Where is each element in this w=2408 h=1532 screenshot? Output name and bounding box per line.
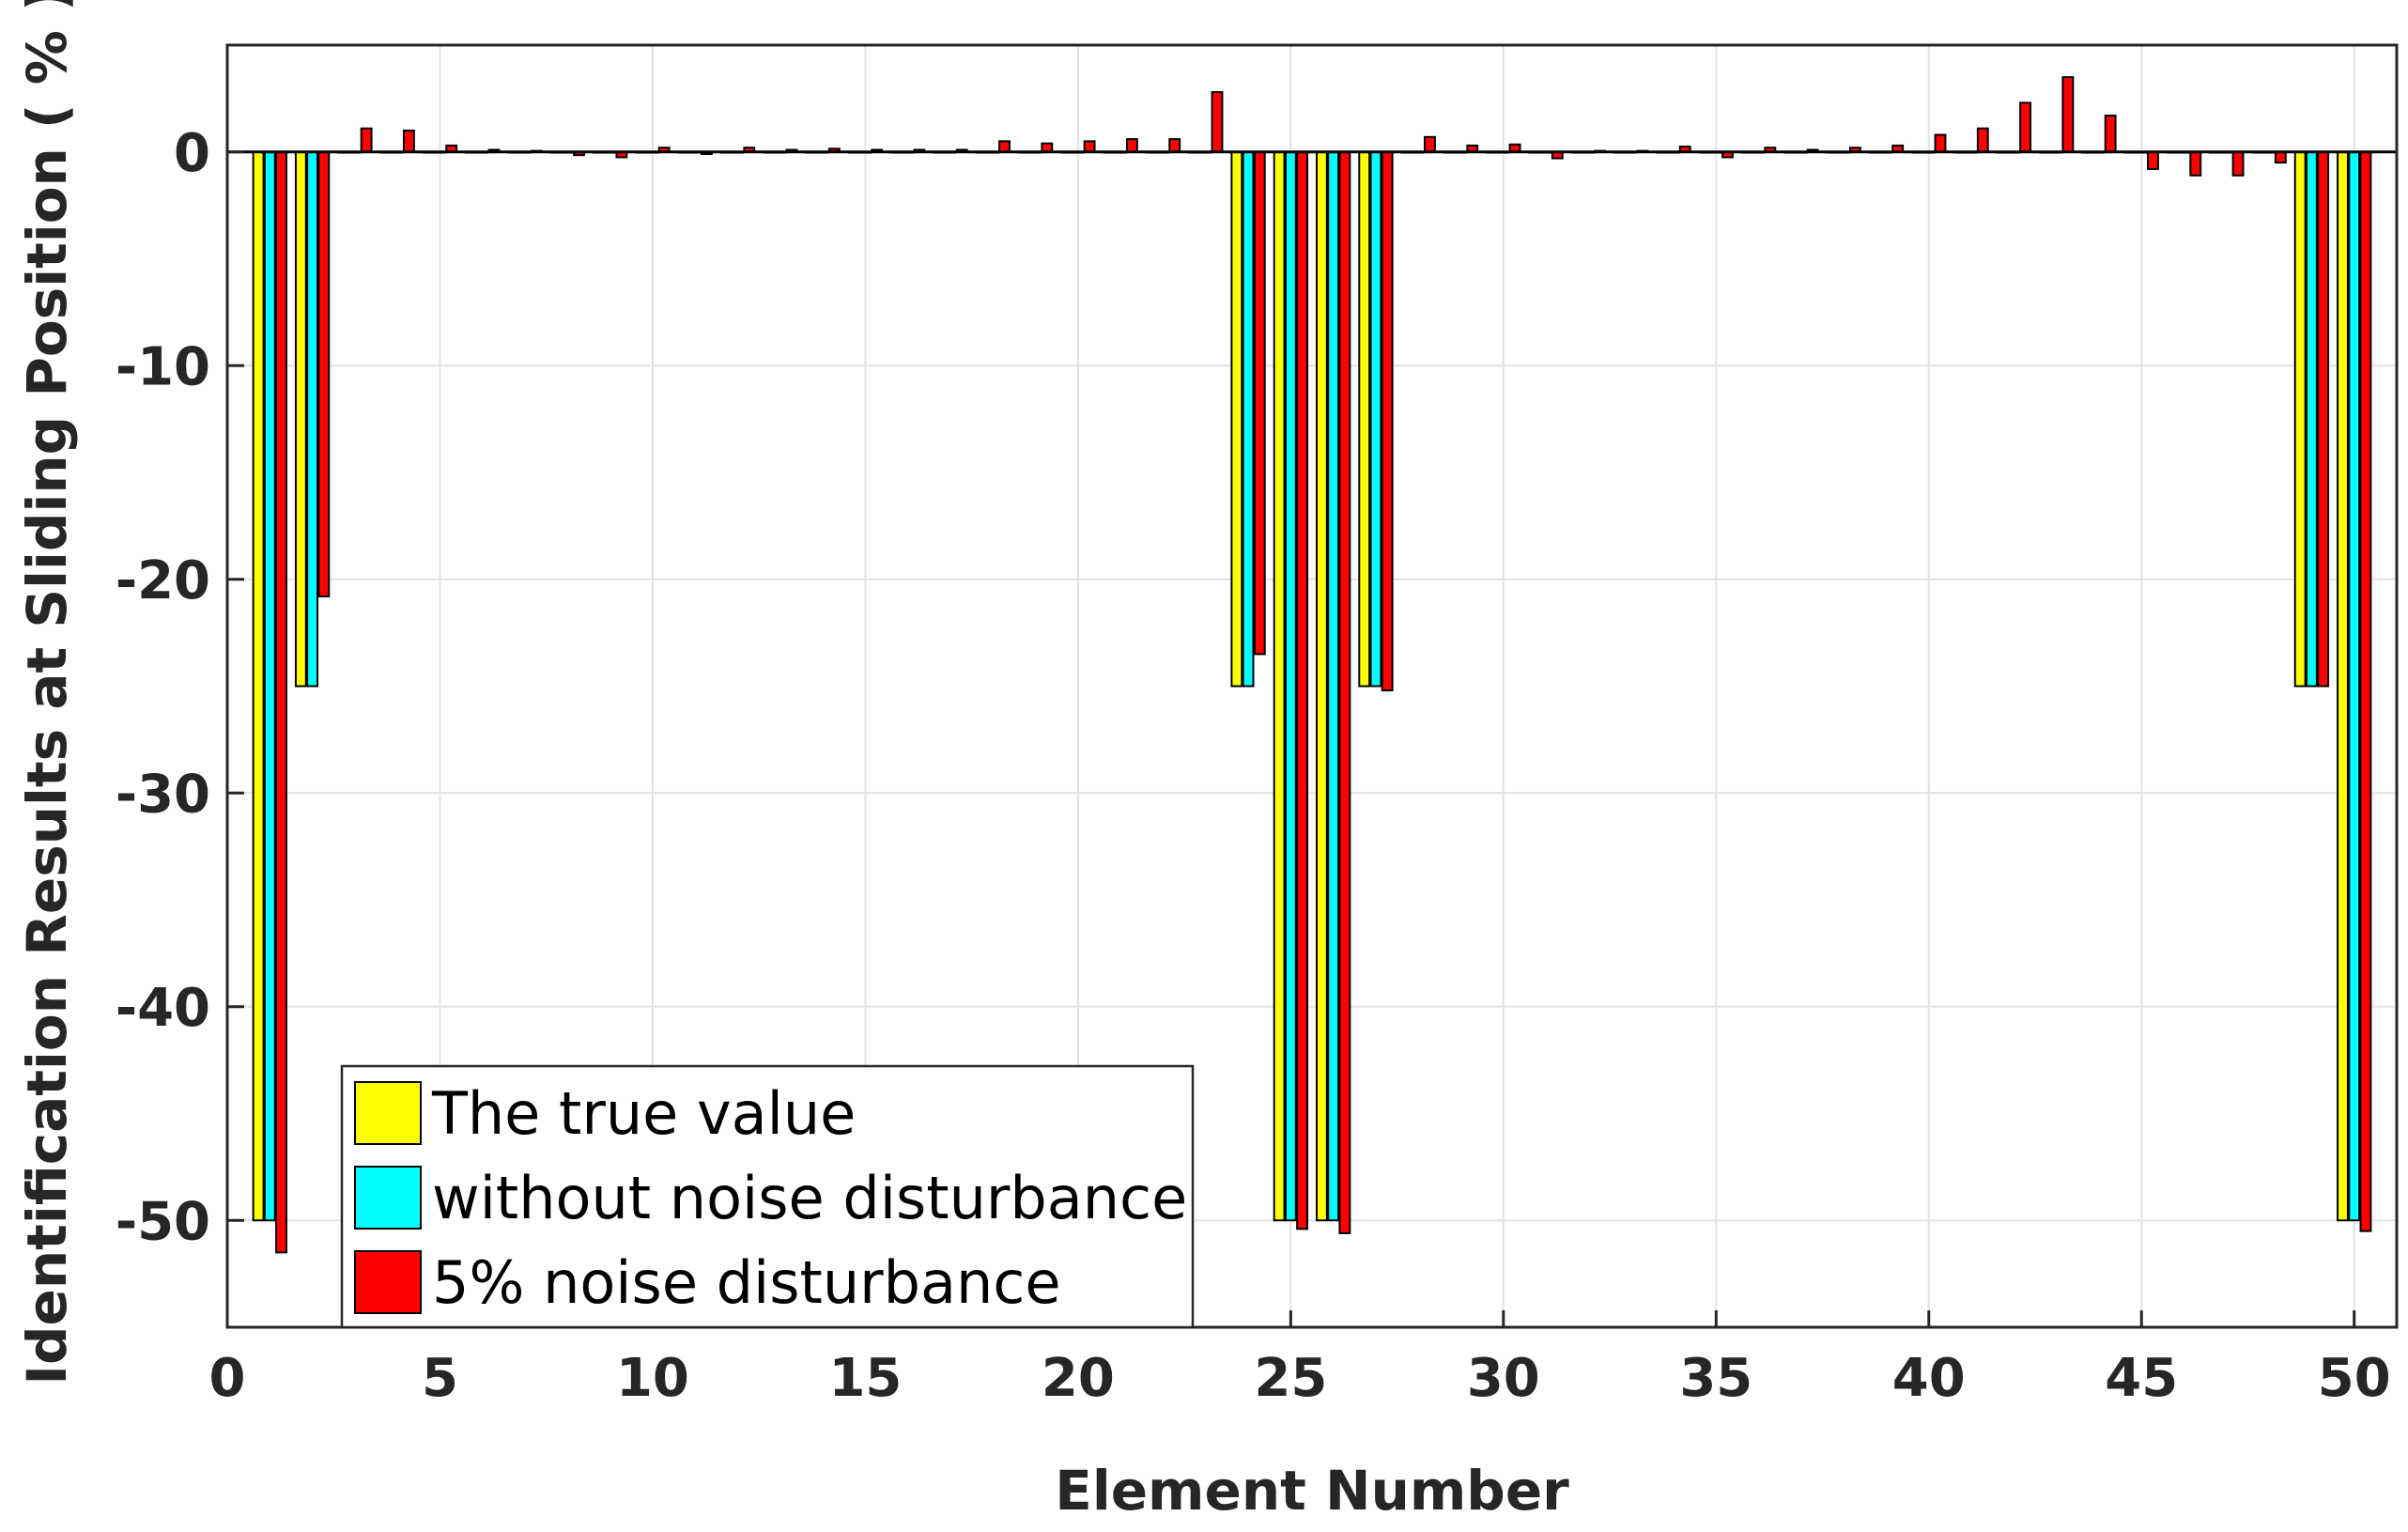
bar-5pct-noise-element-20 [1083, 140, 1096, 153]
bar-true-value-element-2 [294, 150, 307, 688]
bar-5pct-noise-element-47 [2231, 150, 2245, 177]
legend-label-without-noise: without noise disturbance [432, 1164, 1187, 1232]
legend-swatch-without-noise [354, 1166, 422, 1230]
legend-label-5pct-noise: 5% noise disturbance [432, 1248, 1061, 1317]
bar-true-value-element-24 [1230, 150, 1243, 688]
x-tick-label: 30 [1467, 1348, 1540, 1409]
bar-true-value-element-27 [1358, 150, 1371, 688]
legend-swatch-5pct-noise [354, 1250, 422, 1314]
bar-5pct-noise-element-18 [998, 140, 1011, 153]
y-tick-label: -30 [116, 764, 210, 825]
bar-5pct-noise-element-4 [402, 130, 415, 153]
bar-without-noise-element-25 [1284, 150, 1297, 1222]
bar-5pct-noise-element-3 [360, 127, 373, 153]
x-tick-label: 10 [616, 1348, 689, 1409]
x-tick-label: 5 [422, 1348, 458, 1409]
legend-box [340, 1064, 1195, 1329]
bar-5pct-noise-element-41 [1976, 127, 1989, 153]
bar-5pct-noise-element-40 [1934, 133, 1947, 153]
bar-5pct-noise-element-42 [2019, 101, 2032, 153]
bar-5pct-noise-element-46 [2189, 150, 2202, 177]
bar-true-value-element-26 [1315, 150, 1328, 1222]
bar-5pct-noise-element-28 [1424, 135, 1436, 153]
y-tick-label: -10 [116, 336, 210, 397]
x-tick-label: 40 [1892, 1348, 1966, 1409]
y-tick-label: -40 [116, 978, 210, 1039]
x-tick-label: 20 [1042, 1348, 1115, 1409]
bar-5pct-noise-element-50 [2359, 150, 2372, 1232]
legend-swatch-true-value [354, 1081, 422, 1145]
bar-true-value-element-25 [1273, 150, 1286, 1222]
legend-label-true-value: The true value [431, 1079, 856, 1148]
bar-5pct-noise-element-48 [2274, 150, 2287, 164]
bar-5pct-noise-element-1 [275, 150, 287, 1254]
bar-5pct-noise-element-2 [317, 150, 331, 597]
bar-without-noise-element-1 [263, 150, 276, 1222]
bar-5pct-noise-element-21 [1125, 138, 1138, 153]
bar-true-value-element-50 [2337, 150, 2349, 1222]
x-tick-label: 50 [2318, 1348, 2391, 1409]
bar-5pct-noise-element-49 [2317, 150, 2330, 688]
x-tick-label: 0 [209, 1348, 246, 1409]
bar-without-noise-element-50 [2348, 150, 2361, 1222]
bars [252, 76, 2372, 1254]
bar-without-noise-element-26 [1327, 150, 1340, 1222]
bar-true-value-element-49 [2293, 150, 2307, 688]
bar-5pct-noise-element-43 [2061, 76, 2075, 153]
x-axis-title: Element Number [1055, 1459, 1569, 1523]
bar-5pct-noise-element-26 [1338, 150, 1351, 1234]
x-tick-label: 35 [1679, 1348, 1752, 1409]
x-tick-label: 15 [828, 1348, 902, 1409]
y-tick-label: 0 [174, 123, 210, 184]
bar-without-noise-element-27 [1369, 150, 1382, 688]
bar-true-value-element-1 [252, 150, 265, 1222]
bar-5pct-noise-element-24 [1253, 150, 1266, 656]
x-tick-label: 45 [2105, 1348, 2178, 1409]
bar-5pct-noise-element-27 [1381, 150, 1394, 692]
bar-5pct-noise-element-25 [1296, 150, 1309, 1230]
bar-5pct-noise-element-23 [1211, 91, 1224, 153]
bar-5pct-noise-element-44 [2104, 115, 2117, 153]
y-tick-label: -20 [116, 550, 210, 611]
legend: The true value without noise disturbance… [340, 1064, 1195, 1329]
bar-without-noise-element-24 [1242, 150, 1255, 688]
x-tick-label: 25 [1254, 1348, 1327, 1409]
bar-5pct-noise-element-45 [2147, 150, 2159, 170]
bar-5pct-noise-element-22 [1168, 138, 1181, 153]
bar-without-noise-element-49 [2305, 150, 2318, 688]
bar-without-noise-element-2 [306, 150, 319, 688]
y-tick-label: -50 [116, 1191, 210, 1252]
plot-frame [225, 43, 2399, 1329]
y-axis-title: Identification Results at Sliding Positi… [15, 0, 79, 1385]
